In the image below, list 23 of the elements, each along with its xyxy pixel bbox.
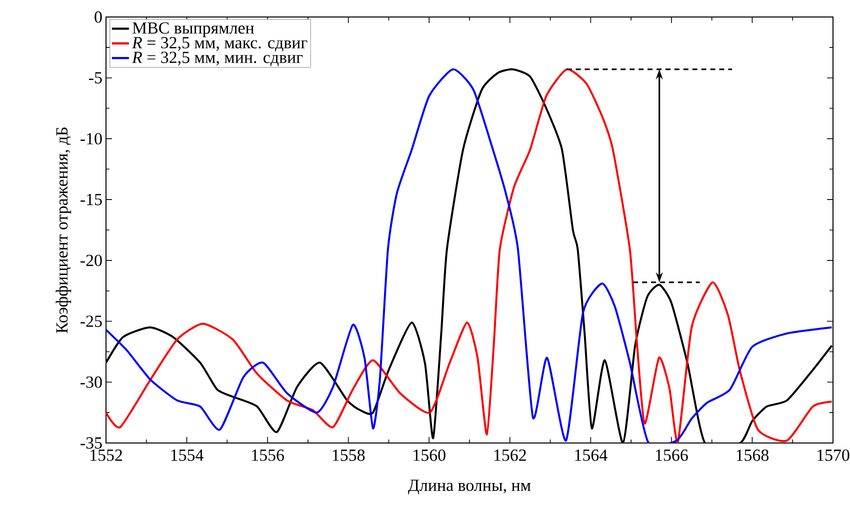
y-tick-label: -30 bbox=[80, 376, 102, 388]
x-tick-label: 1558 bbox=[332, 450, 365, 461]
x-tick-label: 1568 bbox=[736, 450, 769, 461]
y-tick-label: -35 bbox=[80, 437, 102, 449]
x-tick-label: 1564 bbox=[575, 450, 608, 461]
x-axis-title: Длина волны, нм bbox=[408, 480, 531, 494]
y-tick-label: -10 bbox=[80, 132, 102, 144]
legend-label: R = 32,5 мм, макс. сдвиг bbox=[132, 37, 308, 52]
y-tick-label: -25 bbox=[80, 316, 102, 327]
x-tick-label: 1560 bbox=[414, 450, 446, 461]
y-tick-label: -5 bbox=[89, 72, 102, 84]
x-tick-label: 1570 bbox=[818, 450, 850, 461]
legend-label: МВС выпрямлен bbox=[132, 22, 254, 38]
x-tick-label: 1566 bbox=[656, 450, 688, 461]
y-axis-title: Коэффициент отражения, дБ bbox=[56, 127, 72, 334]
x-tick-label: 1562 bbox=[494, 450, 526, 461]
x-tick-label: 1554 bbox=[171, 450, 204, 461]
y-tick-label: -15 bbox=[80, 194, 102, 206]
y-tick-label: 0 bbox=[94, 11, 102, 23]
legend-label: R = 32,5 мм, мин. сдвиг bbox=[132, 52, 303, 66]
x-tick-label: 1556 bbox=[252, 450, 284, 461]
x-tick-label: 1552 bbox=[90, 450, 122, 461]
y-tick-label: -20 bbox=[80, 254, 102, 266]
